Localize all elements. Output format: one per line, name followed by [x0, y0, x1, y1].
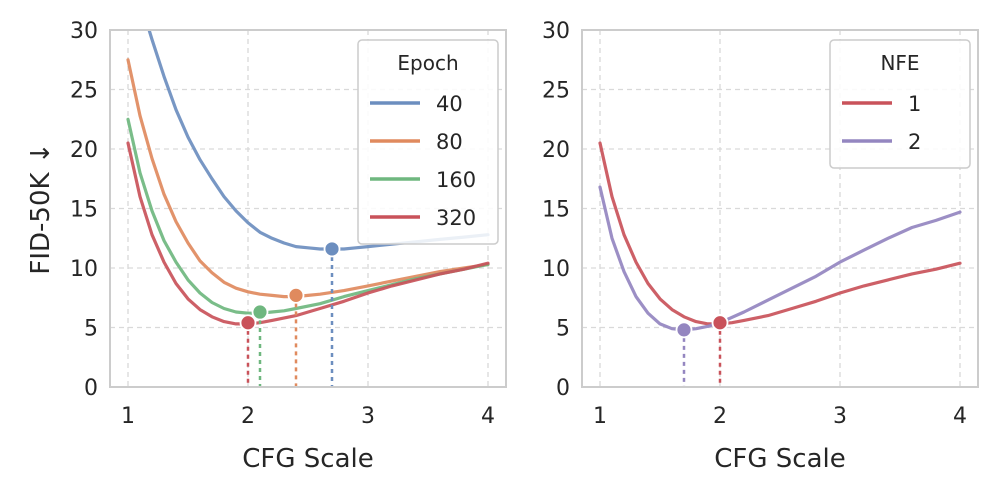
- x-axis-label: CFG Scale: [714, 444, 845, 474]
- x-tick-label: 2: [241, 404, 255, 429]
- y-tick-label: 10: [542, 257, 570, 282]
- series-group: [598, 141, 962, 332]
- min-marker-160: [251, 303, 269, 321]
- plot-frame: [109, 29, 507, 388]
- legend-label-40: 40: [436, 92, 463, 116]
- y-tick-label: 30: [542, 19, 570, 44]
- y-tick-label: 5: [84, 317, 98, 342]
- min-markers: [675, 314, 729, 387]
- x-tick-label: 1: [121, 404, 135, 429]
- legend-label-160: 160: [436, 168, 476, 192]
- x-tick-label: 4: [481, 404, 495, 429]
- min-marker-1: [711, 314, 729, 332]
- legend-label-2: 2: [908, 130, 921, 154]
- y-tick-label: 25: [542, 79, 570, 104]
- y-tick-label: 20: [542, 138, 570, 163]
- min-marker-320: [239, 314, 257, 332]
- legend-frame: [829, 39, 971, 169]
- legend-label-320: 320: [436, 206, 476, 230]
- y-tick-label: 0: [556, 376, 570, 401]
- y-tick-label: 15: [70, 198, 98, 223]
- y-tick-label: 0: [84, 376, 98, 401]
- legend-title: NFE: [880, 51, 919, 75]
- x-tick-label: 1: [593, 404, 607, 429]
- legend-items: 40 80 160 320: [370, 92, 476, 230]
- min-marker-40: [323, 240, 341, 258]
- x-tick-label: 4: [953, 404, 967, 429]
- legend-frame: [357, 39, 499, 245]
- legend-title: Epoch: [397, 51, 458, 75]
- legend-label-80: 80: [436, 130, 463, 154]
- plot-frame: [581, 29, 979, 388]
- x-tick-label: 3: [833, 404, 847, 429]
- y-tick-label: 30: [70, 19, 98, 44]
- series-line-80: [126, 58, 490, 299]
- min-markers: [239, 240, 341, 387]
- x-tick-label: 2: [713, 404, 727, 429]
- legend-label-1: 1: [908, 92, 921, 116]
- legend-items: 12: [842, 92, 921, 154]
- series-line-1: [598, 141, 962, 326]
- x-axis-label: CFG Scale: [242, 444, 373, 474]
- y-axis-label: FID-50K ↓: [26, 142, 56, 274]
- min-marker-80: [287, 286, 305, 304]
- y-tick-label: 5: [556, 317, 570, 342]
- legend: Epoch 40 80 160 320: [357, 39, 499, 245]
- y-tick-label: 15: [542, 198, 570, 223]
- min-marker-2: [675, 321, 693, 339]
- y-tick-label: 25: [70, 79, 98, 104]
- legend: NFE 12: [829, 39, 971, 169]
- y-tick-label: 10: [70, 257, 98, 282]
- y-tick-label: 20: [70, 138, 98, 163]
- x-tick-label: 3: [361, 404, 375, 429]
